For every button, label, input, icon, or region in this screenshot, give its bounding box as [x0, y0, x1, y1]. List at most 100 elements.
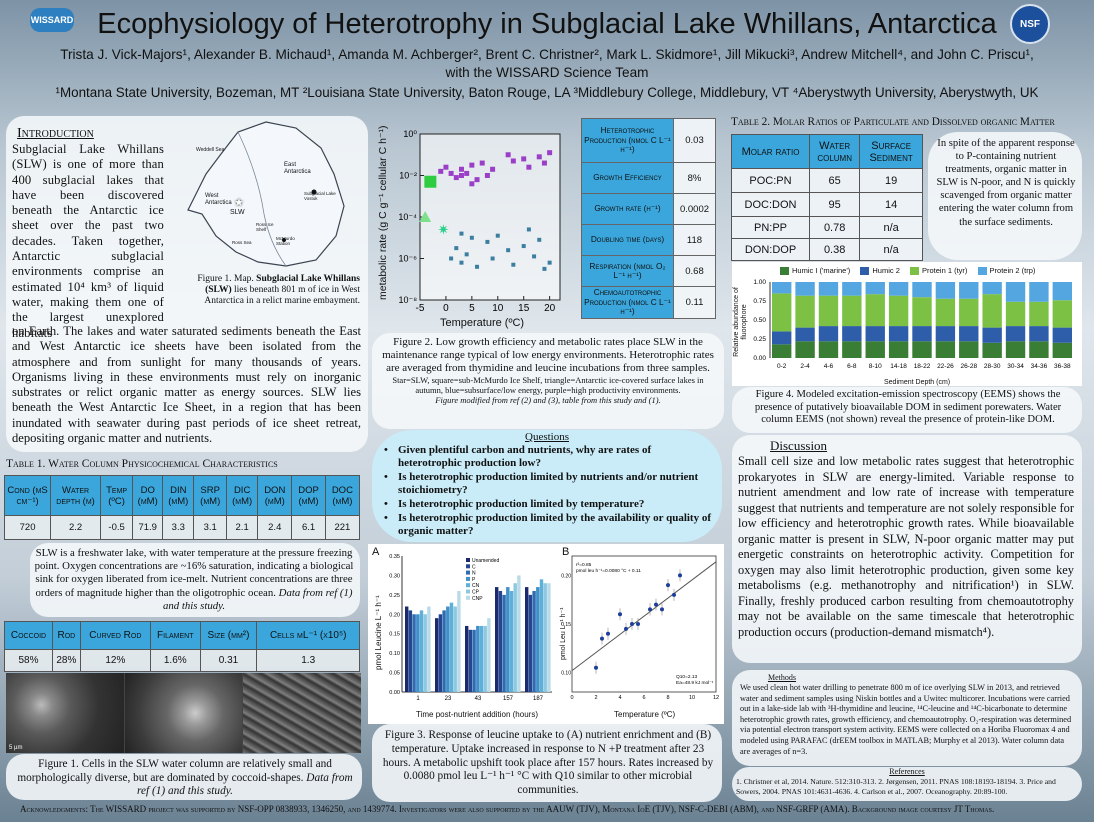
fig3a-legend-label: Unamended [472, 558, 499, 564]
fig3b-xtick-label: 2 [594, 695, 597, 701]
fig4-bar-segment [1029, 341, 1049, 358]
fig2-point-blue [490, 256, 495, 261]
fig3a-legend-swatch [466, 564, 470, 569]
fig3a-bar [416, 614, 420, 692]
fig3a-legend-label: CN [472, 583, 480, 589]
fig3a-bar [442, 610, 446, 692]
fig3b-xtick-label: 12 [713, 695, 719, 701]
legend-label: Humic 2 [872, 266, 900, 275]
fig4-bar-segment [772, 344, 792, 358]
fig4-bar-segment [1005, 301, 1026, 327]
fig3a-bar [536, 587, 540, 692]
fig3b-xtick-label: 0 [570, 695, 573, 701]
question-item: Is heterotrophic production limited by t… [380, 512, 715, 538]
fig4-xtick-label: 36-38 [1054, 363, 1071, 370]
fig2-point-blue [542, 266, 547, 271]
fig4-xtick-label: 34-36 [1031, 363, 1048, 370]
fig3a-bar [408, 610, 413, 692]
fig4-xtick-label: 0-2 [777, 363, 787, 370]
discussion-text: Small cell size and low metabolic rates … [738, 454, 1074, 639]
table1-header: DOP (µM) [291, 475, 326, 516]
fig4-xtick-label: 6-8 [847, 363, 857, 370]
fig4-bar-segment [772, 282, 792, 294]
fig4-bar-segment [888, 326, 909, 342]
fig3a-ytick-label: 0.30 [389, 573, 400, 579]
authors-line2: with the WISSARD Science Team [445, 65, 649, 80]
legend-label: Humic I ('marine') [792, 266, 851, 275]
fig1-caption-text: Figure 1. Cells in the SLW water column … [17, 758, 332, 784]
fig3a-ytick-label: 0.05 [389, 671, 400, 677]
methods-heading: Methods [768, 673, 796, 682]
table1-cell: 2.2 [50, 515, 102, 540]
rates-value: 0.0002 [673, 193, 716, 225]
fig2-point-purple [448, 170, 454, 176]
rates-label: Chemoautotrophic Production (nmol C L⁻¹ … [581, 286, 674, 319]
fig3a-bar [465, 625, 469, 692]
rates-row: Chemoautotrophic Production (nmol C L⁻¹ … [581, 286, 716, 319]
fig4-xtick-label: 4-6 [824, 363, 834, 370]
rates-label: Heterotrophic Production (nmol C L⁻¹ h⁻¹… [581, 118, 674, 163]
fig3a-bar [487, 618, 491, 692]
table1-note-text: SLW is a freshwater lake, with water tem… [34, 547, 354, 599]
fig2-xtick-label: 5 [469, 303, 475, 314]
fig3b-annotation: Q10=2.13 [676, 674, 698, 680]
fig3a-legend-label: P [472, 577, 476, 583]
map-label-ross-ice: Ross Ice Shelf [256, 222, 274, 232]
fig1-caption: Figure 1. Cells in the SLW water column … [12, 758, 358, 799]
fig4-stacked-bar-chart: 1.00 0.75 0.50 0.25 0.00 0-2 2-4 4-6 6-8 8-10 14-1… [753, 279, 1072, 370]
fig4-ytick-label: 0.75 [753, 298, 766, 305]
legend-label: Protein 1 (tyr) [922, 266, 968, 275]
sem-image-2 [125, 673, 242, 753]
fig4-bar-segment [772, 331, 792, 345]
fig3b-xtick-label: 4 [618, 695, 621, 701]
fig4-bar-segment [818, 295, 839, 327]
fig4-bar-segment [982, 282, 1002, 295]
table1-note-panel [30, 543, 360, 617]
fig3a-bar [513, 583, 517, 692]
fig2-xtick-label: 0 [443, 303, 449, 314]
antarctica-map [166, 114, 362, 274]
fig4-bar-segment [982, 327, 1002, 343]
intro-paragraph-1: Subglacial Lake Whillans (SLW) is one of… [12, 142, 164, 340]
legend-label: Protein 2 (trp) [989, 266, 1036, 275]
fig3b-point [624, 626, 628, 631]
rates-value: 0.03 [673, 118, 716, 163]
fig3a-bar [412, 614, 416, 692]
fig3a-legend-label: C [472, 564, 476, 570]
fig4-bar-segment [888, 341, 909, 358]
fig3b-annotation: r²=0.85 [576, 562, 592, 568]
fig4-bar-segment [1052, 327, 1072, 343]
cells-header: Cells mL⁻¹ (x10⁵) [256, 621, 360, 650]
fig4-bar-segment [818, 326, 839, 342]
fig3a-bar [446, 606, 450, 692]
question-item: Given plentiful carbon and nutrients, wh… [380, 444, 715, 470]
rates-table: Heterotrophic Production (nmol C L⁻¹ h⁻¹… [581, 118, 716, 319]
cell-morphology-table: Coccoid Rod Curved Rod Filament Size (µm… [4, 621, 360, 672]
fig4-bar-segment [842, 341, 862, 358]
map-caption-bold: Subglacial Lake Whillans (SLW) [205, 274, 360, 295]
fig3a-bar [472, 629, 476, 692]
fig4-bar-segment [842, 295, 862, 327]
wissard-logo: WISSARD [30, 8, 74, 32]
map-label-ross-sea: Ross Sea [232, 240, 252, 245]
fig2-point-purple [458, 166, 464, 172]
fig4-bar-segment [935, 341, 956, 358]
fig4-bar-segment [912, 282, 932, 298]
fig2-point-blue [485, 239, 490, 244]
fig4-bar-segment [1052, 300, 1072, 328]
fig4-bar-segment [912, 297, 932, 327]
fig3a-bar [532, 590, 536, 692]
cells-header: Size (µm²) [199, 621, 258, 650]
fig2-ytick-label: 10⁻² [399, 171, 417, 181]
fig4-bar-segment [982, 342, 1002, 358]
fig3a-legend-swatch [466, 570, 470, 575]
sem-micrographs: 5 µm [6, 673, 361, 753]
table1-cell: 71.9 [132, 515, 164, 540]
table1-cell: 720 [3, 515, 52, 540]
fig2-ytick-label: 10⁰ [403, 129, 417, 139]
table2-cell: 0.78 [808, 216, 861, 239]
fig3-caption: Figure 3. Response of leucine uptake to … [382, 729, 714, 797]
fig3b-ylabel: pmol Leu L⁻¹ h⁻¹ [560, 607, 567, 660]
fig2-caption: Figure 2. Low growth efficiency and meta… [378, 336, 718, 405]
fig2-point-star: ✷ [437, 221, 449, 237]
